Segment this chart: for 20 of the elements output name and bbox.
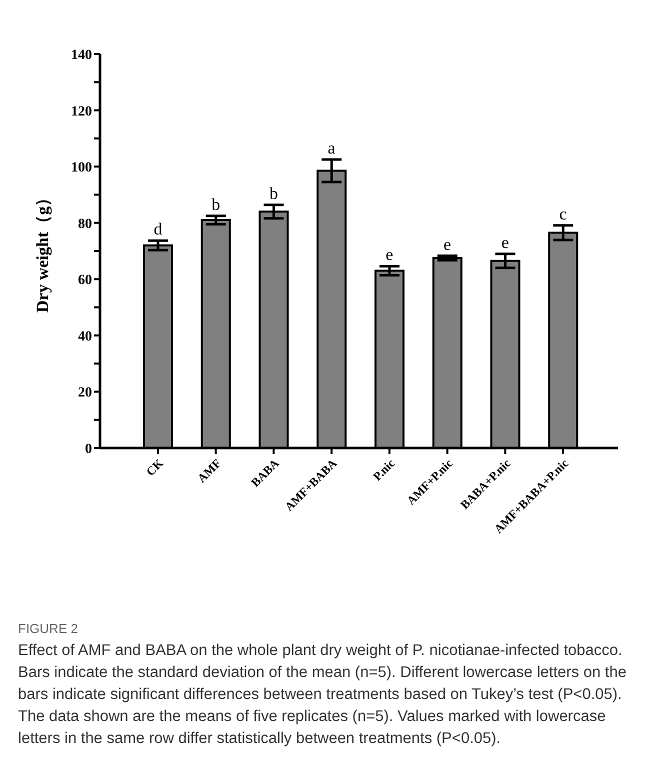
y-axis-title: Dry weight（g） [33,189,52,313]
y-tick-label: 40 [78,329,92,344]
x-tick-label: CK [143,456,166,479]
y-tick-label: 140 [71,48,92,63]
annotation: c [559,204,568,224]
annotation: e [501,232,509,252]
text: FIGURE 2 [18,621,79,636]
annotation: d [154,220,163,239]
annotation: b [269,184,278,203]
text: Effect of AMF and BABA on the whole plant dry weight of P. nicotianae-infected tobacco. Bars indicate the standard deviation of the mean (n=5). Different lowercase letters on the bars indicate significant differences between treatments based on Tukey’s test (P<0.05). The data shown are the means of five replicates (n=5). Values marked with lowercase letters in the same row differ statistically between treatments (P<0.05). [18,641,628,749]
y-tick-label: 80 [78,216,92,232]
y-tick-label: 100 [71,160,92,176]
annotation: b [212,194,220,214]
y-tick-label: 120 [71,104,92,120]
y-tick-label: 60 [78,273,92,288]
y-tick-label: 0 [85,442,92,457]
y-tick-label: 20 [78,386,92,401]
annotation: a [328,138,336,158]
annotation: e [386,245,394,264]
annotation: e [444,234,452,254]
